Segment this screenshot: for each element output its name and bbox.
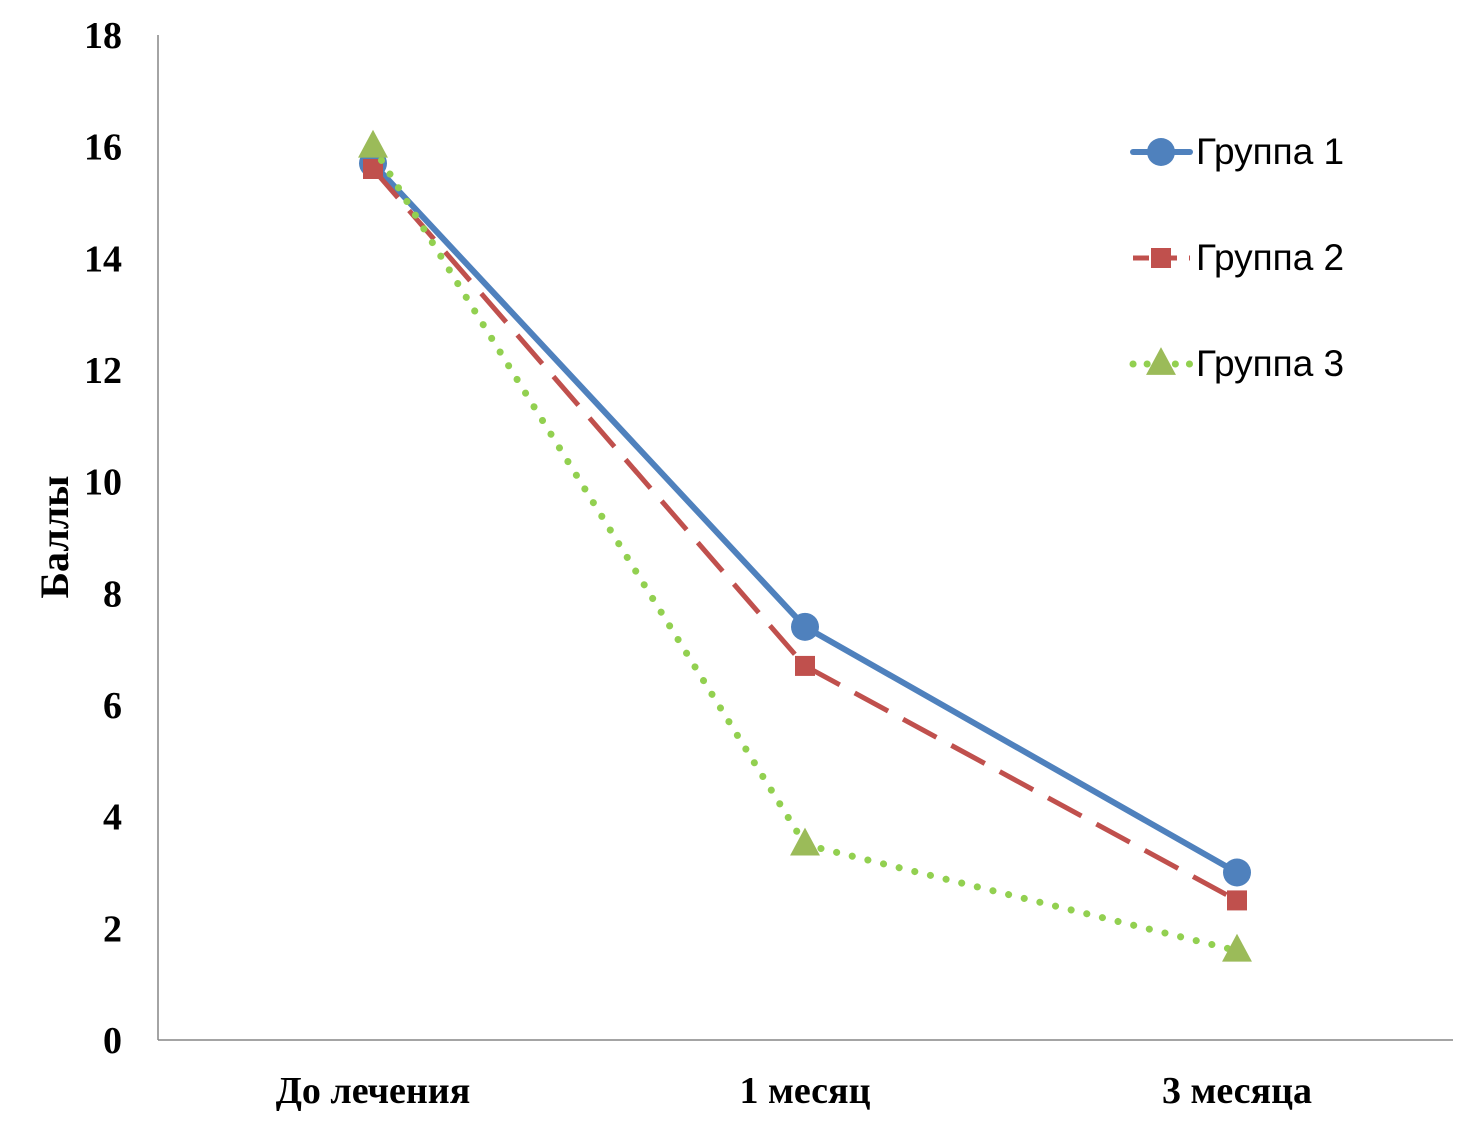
legend-item: Группа 1: [1130, 131, 1344, 172]
data-point-marker: [1223, 858, 1251, 887]
x-tick-label: До лечения: [276, 1070, 471, 1112]
series-2: [363, 159, 1247, 911]
y-tick-labels: 0 2 4 6 8 10 12 14 16 18: [84, 15, 122, 1062]
series-1: [359, 149, 1251, 887]
legend-item: Группа 2: [1133, 237, 1344, 278]
series-line: [370, 160, 1240, 876]
data-point-marker: [1227, 890, 1247, 911]
legend-item: Группа 3: [1129, 343, 1344, 384]
legend-marker-swatch: [1147, 138, 1175, 166]
legend-marker-swatch: [1146, 347, 1176, 375]
y-tick-label: 18: [84, 15, 122, 57]
y-tick-label: 2: [103, 908, 122, 950]
data-point-marker: [1222, 933, 1252, 962]
data-point-marker: [790, 827, 820, 856]
legend: Группа 1 Группа 2 Группа 3: [1129, 131, 1344, 384]
y-tick-label: 4: [103, 797, 122, 839]
legend-marker-swatch: [1151, 248, 1171, 268]
y-tick-label: 16: [84, 127, 122, 169]
x-tick-labels: До лечения 1 месяц 3 месяца: [276, 1070, 1312, 1112]
data-point-marker: [358, 129, 388, 158]
series-layer: [358, 129, 1252, 962]
x-tick-label: 3 месяца: [1162, 1070, 1312, 1112]
series-3: [358, 129, 1252, 962]
y-tick-label: 6: [103, 685, 122, 727]
series-line: [371, 167, 1239, 903]
data-point-marker: [791, 612, 819, 641]
legend-label: Группа 3: [1196, 343, 1344, 384]
data-point-marker: [363, 159, 383, 179]
y-tick-label: 14: [84, 238, 122, 280]
y-tick-label: 10: [84, 462, 122, 504]
y-tick-label: 8: [103, 573, 122, 615]
y-tick-label: 0: [103, 1020, 122, 1062]
legend-label: Группа 2: [1196, 237, 1344, 278]
x-tick-label: 1 месяц: [739, 1070, 870, 1112]
axes: [157, 35, 1453, 1041]
y-axis-title: Баллы: [32, 476, 77, 599]
data-point-marker: [795, 655, 815, 676]
y-tick-label: 12: [84, 350, 122, 392]
legend-label: Группа 1: [1196, 131, 1344, 172]
